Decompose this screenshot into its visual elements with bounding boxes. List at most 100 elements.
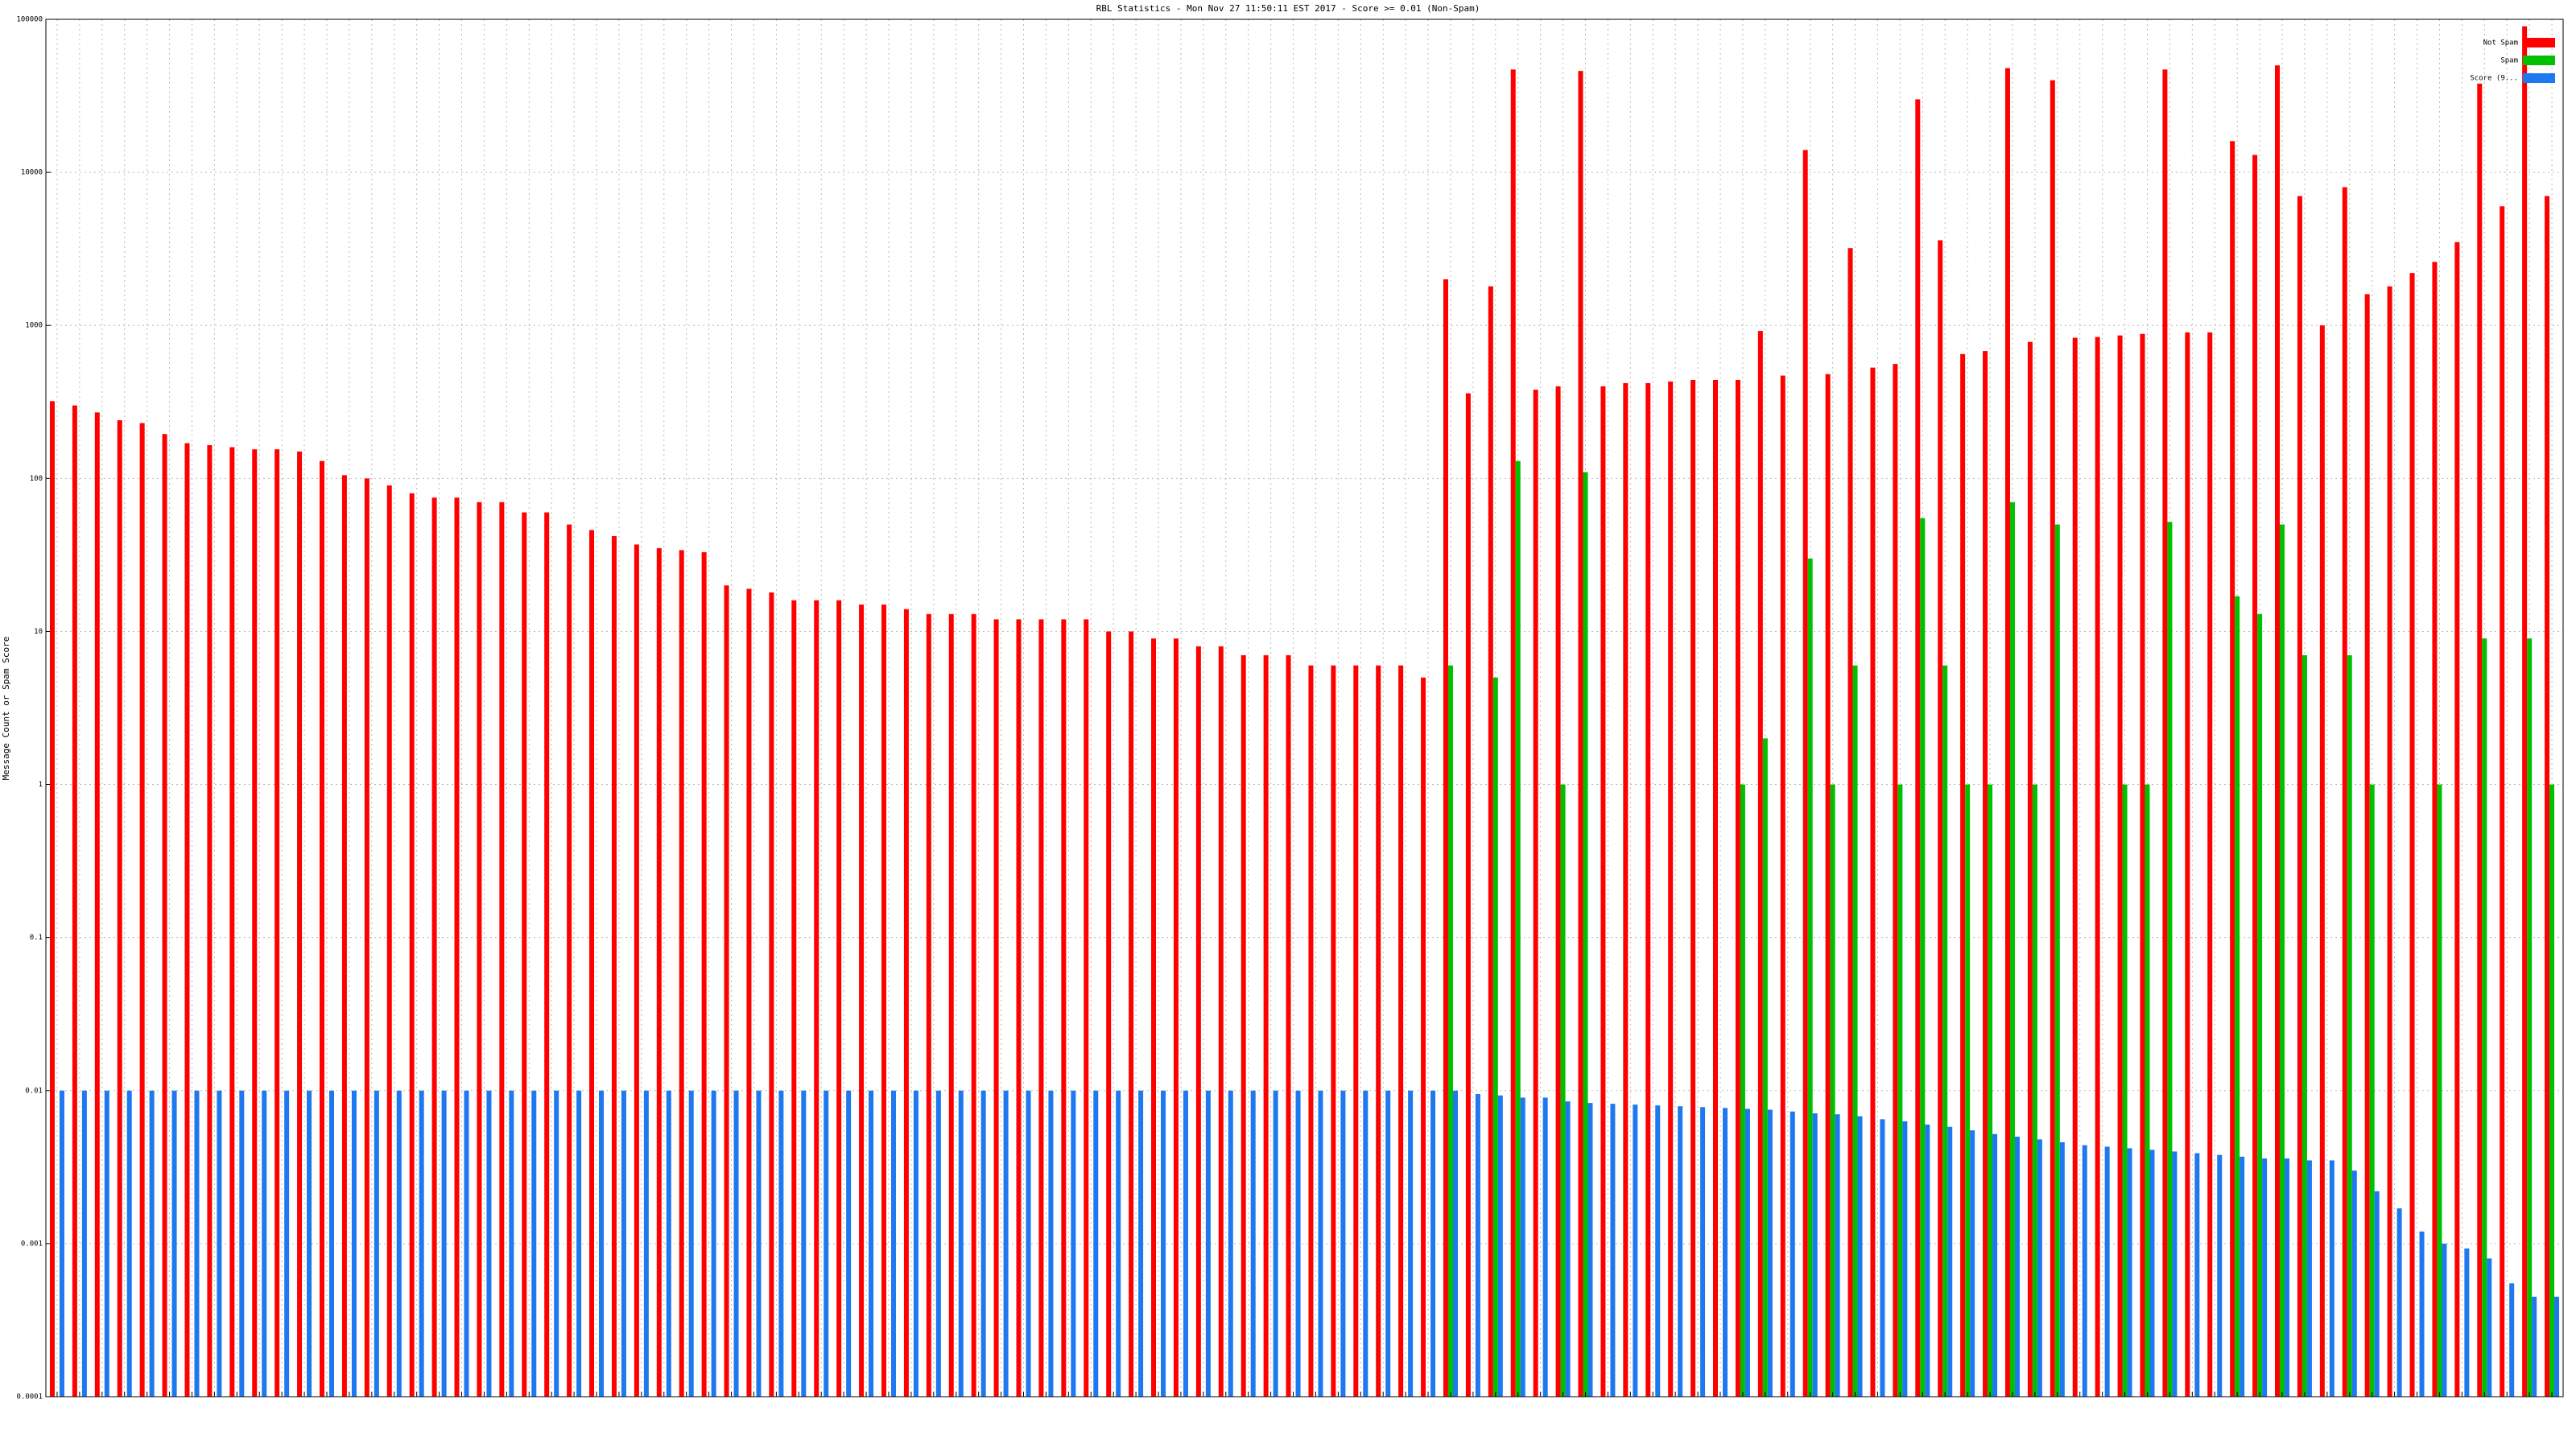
- bar: [1533, 390, 1538, 1397]
- bar: [2257, 613, 2263, 1397]
- bar: [1645, 382, 1651, 1397]
- bar: [2050, 80, 2055, 1397]
- bar: [522, 512, 527, 1397]
- bar: [846, 1090, 852, 1397]
- bar: [769, 592, 774, 1397]
- bar: [1340, 1090, 1346, 1397]
- bar: [1492, 677, 1498, 1397]
- bar: [2319, 325, 2325, 1397]
- bar: [576, 1090, 582, 1397]
- legend-swatch: [2523, 56, 2555, 65]
- bar: [2117, 335, 2123, 1397]
- bar: [328, 1090, 334, 1397]
- bar: [1690, 380, 1696, 1397]
- bar: [801, 1090, 807, 1397]
- bar: [1273, 1090, 1278, 1397]
- bar: [1835, 1114, 1840, 1397]
- bar: [1061, 619, 1067, 1397]
- bar: [634, 544, 639, 1397]
- bar: [724, 585, 729, 1397]
- bar: [554, 1090, 559, 1397]
- bar: [1790, 1111, 1795, 1397]
- bar: [756, 1090, 762, 1397]
- bar: [2027, 341, 2033, 1397]
- bar: [1363, 1090, 1368, 1397]
- bar: [364, 478, 369, 1397]
- bar: [1515, 460, 1521, 1397]
- bar: [1026, 1090, 1031, 1397]
- bar: [49, 401, 55, 1397]
- bar: [1452, 1090, 1458, 1397]
- bar: [1151, 638, 1157, 1397]
- bar: [1578, 71, 1583, 1397]
- legend-label: Not Spam: [2483, 39, 2518, 47]
- bar: [1757, 331, 1763, 1397]
- bar: [1331, 665, 1336, 1397]
- bar: [1555, 386, 1561, 1397]
- bar: [1308, 665, 1314, 1397]
- bar: [711, 1090, 716, 1397]
- bar: [746, 588, 752, 1397]
- bar: [319, 460, 324, 1397]
- bar: [1920, 518, 1926, 1397]
- bar: [2037, 1139, 2042, 1397]
- bar: [926, 613, 931, 1397]
- bar: [509, 1090, 514, 1397]
- bar: [778, 1090, 784, 1397]
- bar: [419, 1090, 424, 1397]
- bar: [2549, 784, 2555, 1397]
- chart-title: RBL Statistics - Mon Nov 27 11:50:11 EST…: [1096, 3, 1480, 14]
- bar: [869, 1090, 874, 1397]
- bar: [824, 1090, 829, 1397]
- bar: [386, 485, 392, 1397]
- y-tick-label: 1: [39, 781, 43, 789]
- bar: [217, 1090, 222, 1397]
- bar: [2364, 294, 2370, 1397]
- bar: [307, 1090, 312, 1397]
- bar: [431, 497, 437, 1397]
- bar: [454, 497, 460, 1397]
- bar: [2347, 654, 2352, 1397]
- bar: [1228, 1090, 1233, 1397]
- bar: [2240, 1156, 2245, 1397]
- y-tick-label: 10000: [21, 169, 43, 177]
- legend-label: Score (9...: [2470, 75, 2518, 83]
- bar: [1376, 665, 1381, 1397]
- bar: [1847, 248, 1853, 1397]
- bar: [1960, 353, 1966, 1397]
- bar: [2252, 155, 2258, 1397]
- bar: [126, 1090, 132, 1397]
- bar: [2004, 68, 2010, 1397]
- bar: [544, 512, 550, 1397]
- bar: [2297, 196, 2302, 1397]
- bar: [2554, 1296, 2560, 1397]
- plot-border: [45, 19, 2564, 1397]
- bar: [59, 1090, 64, 1397]
- bar: [1295, 1090, 1301, 1397]
- bar: [1610, 1104, 1616, 1397]
- bar: [935, 1090, 941, 1397]
- bar: [688, 1090, 694, 1397]
- bar: [621, 1090, 626, 1397]
- bar: [1250, 1090, 1256, 1397]
- bar: [1093, 1090, 1099, 1397]
- bar: [2162, 69, 2168, 1397]
- bar: [1970, 1130, 1975, 1397]
- bar: [1965, 784, 1971, 1397]
- bar: [1880, 1119, 1885, 1397]
- bar: [814, 600, 819, 1397]
- bar: [1852, 665, 1858, 1397]
- bar: [1587, 1103, 1593, 1397]
- bar: [1353, 665, 1359, 1397]
- bar: [486, 1090, 492, 1397]
- bar: [162, 434, 167, 1397]
- bar: [1447, 665, 1453, 1397]
- bar: [2167, 522, 2173, 1397]
- bar: [2369, 784, 2375, 1397]
- bar: [1623, 382, 1629, 1397]
- y-tick-label: 0.01: [25, 1087, 43, 1095]
- bar: [1902, 1121, 1908, 1397]
- bar: [2059, 1141, 2065, 1397]
- bar: [2509, 1283, 2515, 1397]
- bar: [859, 604, 865, 1397]
